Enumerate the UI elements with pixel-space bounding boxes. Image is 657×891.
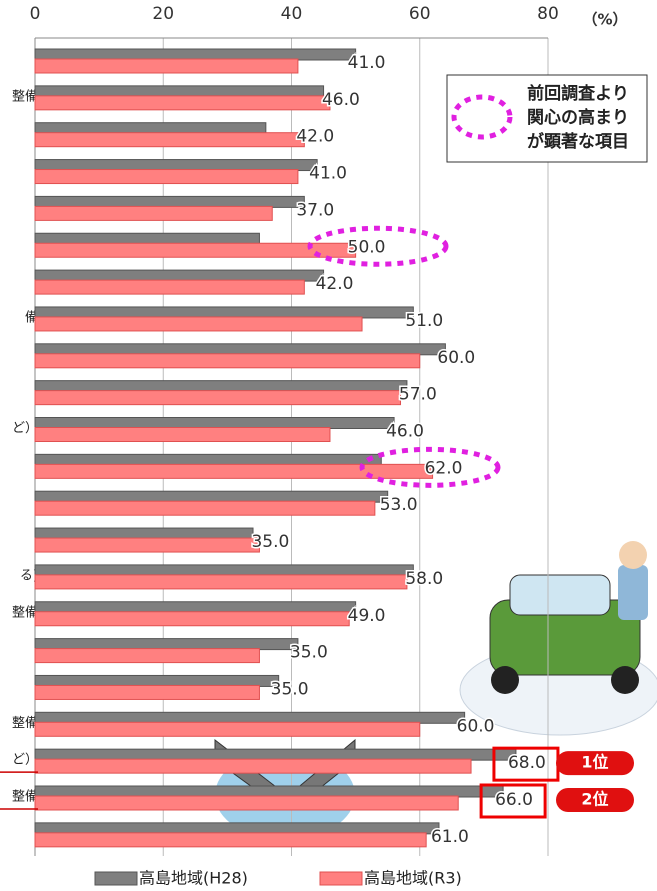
- bar-r3: [35, 133, 304, 147]
- bar-r3: [35, 59, 298, 73]
- legend-label: 高島地域(H28): [139, 869, 248, 888]
- bar-r3: [35, 170, 298, 184]
- bar-r3: [35, 243, 356, 257]
- bar-r3: [35, 796, 458, 810]
- chart: 0 20 40 60 80 （%） 41.0 整備 46.0 42.0 41.0 37.0 50.0 42…: [0, 0, 657, 891]
- bar-r3: [35, 464, 433, 478]
- illustration-car: [460, 541, 657, 735]
- x-tick-label: 40: [281, 4, 303, 24]
- value-label: 51.0: [405, 311, 443, 331]
- bar-h28: [35, 344, 445, 355]
- value-label: 61.0: [431, 827, 469, 847]
- bar-r3: [35, 538, 259, 552]
- category-label: 整備: [12, 88, 38, 104]
- bar-r3: [35, 317, 362, 331]
- bar-h28: [35, 528, 253, 539]
- value-label: 60.0: [457, 716, 495, 736]
- bar-h28: [35, 565, 413, 576]
- category-label: 整備: [12, 604, 38, 620]
- value-label: 50.0: [348, 237, 386, 257]
- bar-r3: [35, 280, 304, 294]
- value-label: 60.0: [437, 348, 475, 368]
- legend-label: 高島地域(R3): [364, 869, 462, 888]
- bar-h28: [35, 381, 407, 392]
- bar-r3: [35, 501, 375, 515]
- bar-h28: [35, 675, 279, 686]
- value-label: 42.0: [316, 274, 354, 294]
- bar-h28: [35, 712, 465, 723]
- bar-r3: [35, 833, 426, 847]
- bar-r3: [35, 391, 401, 405]
- value-label: 46.0: [386, 422, 424, 442]
- value-label: 35.0: [271, 679, 309, 699]
- annotation-text: 前回調査より: [527, 83, 629, 104]
- value-label: 66.0: [495, 790, 533, 810]
- rank-label: 1位: [581, 753, 608, 772]
- bar-h28: [35, 86, 324, 97]
- bar-h28: [35, 418, 394, 429]
- value-label: 62.0: [425, 458, 463, 478]
- bar-h28: [35, 602, 356, 613]
- bar-h28: [35, 454, 381, 465]
- bar-h28: [35, 160, 317, 171]
- bar-h28: [35, 491, 388, 502]
- bar-r3: [35, 722, 420, 736]
- bar-h28: [35, 786, 503, 797]
- value-label: 35.0: [290, 643, 328, 663]
- bar-r3: [35, 612, 349, 626]
- x-tick-label: 80: [537, 4, 559, 24]
- legend-swatch: [320, 872, 362, 885]
- value-label: 49.0: [348, 606, 386, 626]
- value-label: 37.0: [296, 200, 334, 220]
- bar-r3: [35, 575, 407, 589]
- category-label: ど）: [12, 753, 38, 768]
- bar-r3: [35, 649, 259, 663]
- x-tick-label: 60: [409, 4, 431, 24]
- bar-h28: [35, 270, 324, 281]
- rank-badge: 1位: [556, 751, 634, 775]
- bar-h28: [35, 639, 298, 650]
- rank-badge: 2位: [556, 788, 634, 812]
- x-tick-label: 0: [30, 4, 41, 24]
- annotation-text: が顕著な項目: [527, 131, 629, 152]
- value-label: 42.0: [296, 127, 334, 147]
- category-label: ど）: [12, 421, 38, 436]
- bar-h28: [35, 123, 266, 134]
- bar-h28: [35, 196, 304, 207]
- bar-r3: [35, 206, 272, 220]
- unit-label: （%）: [582, 11, 627, 29]
- bar-h28: [35, 307, 413, 318]
- bar-h28: [35, 233, 259, 244]
- category-label: 整備: [12, 789, 38, 805]
- value-label: 53.0: [380, 495, 418, 515]
- value-label: 68.0: [508, 753, 546, 773]
- value-label: 46.0: [322, 90, 360, 110]
- bar-r3: [35, 96, 330, 110]
- value-label: 58.0: [405, 569, 443, 589]
- bar-r3: [35, 354, 420, 368]
- category-label: 整備: [12, 715, 38, 731]
- value-label: 41.0: [348, 53, 386, 73]
- legend-swatch: [95, 872, 137, 885]
- bar-h28: [35, 749, 516, 760]
- value-label: 35.0: [251, 532, 289, 552]
- rank-label: 2位: [581, 790, 608, 809]
- x-tick-label: 20: [152, 4, 174, 24]
- bar-h28: [35, 823, 439, 834]
- value-label: 41.0: [309, 164, 347, 184]
- annotation-text: 関心の高まり: [527, 107, 629, 128]
- bar-r3: [35, 428, 330, 442]
- value-label: 57.0: [399, 385, 437, 405]
- bar-h28: [35, 49, 356, 60]
- bar-r3: [35, 685, 259, 699]
- bar-r3: [35, 759, 471, 773]
